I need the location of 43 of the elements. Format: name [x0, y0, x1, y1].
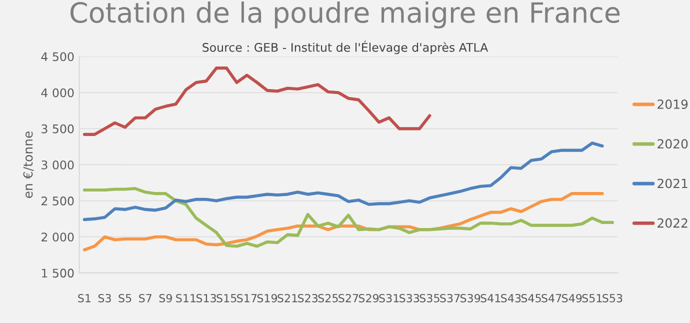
- x-tick-label: S39: [460, 294, 480, 302]
- y-tick-label: 1 500: [42, 268, 74, 278]
- x-tick-label: S33: [400, 294, 420, 302]
- x-tick-label: S11: [176, 294, 196, 302]
- line-series: [82, 66, 432, 136]
- x-tick-label: S25: [318, 294, 338, 302]
- x-tick-label: S9: [159, 294, 172, 302]
- y-axis-title: en €/tonne: [23, 131, 34, 198]
- x-tick-label: S43: [501, 294, 521, 302]
- x-tick-label: S7: [139, 294, 152, 302]
- line-series: [82, 142, 604, 222]
- x-tick-label: S31: [379, 294, 399, 302]
- x-tick-label: S13: [196, 294, 216, 302]
- x-tick-label: S5: [118, 294, 132, 302]
- y-tick-label: 4 000: [41, 88, 74, 98]
- x-tick-label: S29: [358, 294, 379, 302]
- x-tick-label: S3: [98, 294, 111, 302]
- legend-label: 2019: [658, 100, 688, 109]
- x-tick-label: S21: [278, 294, 298, 302]
- x-tick-label: S19: [257, 294, 278, 302]
- x-tick-label: S17: [237, 294, 257, 302]
- legend-label: 2021: [658, 178, 688, 188]
- x-tick-label: S51: [582, 294, 602, 302]
- y-tick-label: 4 500: [41, 52, 74, 62]
- y-tick-label: 2 500: [42, 196, 74, 206]
- y-tick-label: 3 000: [42, 160, 74, 170]
- legend-label: 2020: [658, 139, 688, 149]
- chart-subtitle: Source : GEB - Institut de l'Élevage d'après ATLA: [202, 40, 488, 54]
- x-tick-label: S15: [216, 294, 236, 302]
- x-tick-label: S49: [562, 294, 582, 302]
- x-tick-label: S35: [420, 294, 440, 302]
- legend-label: 2022: [658, 218, 688, 228]
- x-tick-label: S23: [298, 294, 318, 302]
- x-tick-label: S41: [480, 294, 500, 302]
- x-tick-label: S53: [602, 294, 622, 302]
- y-tick-label: 2 000: [42, 232, 74, 242]
- x-tick-label: S47: [542, 294, 562, 302]
- x-tick-label: S1: [78, 294, 90, 302]
- y-tick-label: 3 500: [42, 124, 74, 134]
- x-tick-label: S27: [338, 294, 358, 302]
- x-tick-label: S37: [440, 294, 460, 302]
- chart-title: Cotation de la poudre maigre en France: [70, 2, 620, 28]
- x-tick-label: S45: [521, 294, 541, 302]
